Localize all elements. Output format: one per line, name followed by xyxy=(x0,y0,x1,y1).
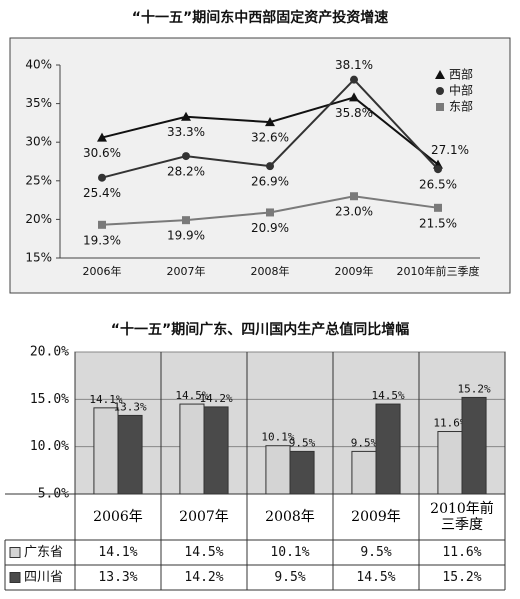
data-label: 26.9% xyxy=(251,175,289,189)
legend-marker xyxy=(435,70,445,79)
x-tick-label: 2006年 xyxy=(93,509,143,525)
data-label: 28.2% xyxy=(167,165,205,179)
point xyxy=(98,220,106,229)
data-label: 11.6% xyxy=(433,417,466,430)
bar xyxy=(265,445,291,495)
x-tick-label: 2009年 xyxy=(335,264,374,278)
table-cell: 14.5% xyxy=(356,570,395,585)
table-cell: 14.2% xyxy=(184,570,223,585)
point xyxy=(182,216,190,225)
table-cell: 9.5% xyxy=(274,570,305,585)
bar xyxy=(93,407,119,495)
x-tick-label: 2008年 xyxy=(265,509,315,525)
bar xyxy=(351,450,377,495)
x-tick-label: 2009年 xyxy=(351,509,401,525)
legend-label: 四川省 xyxy=(24,570,63,585)
data-label: 9.5% xyxy=(289,436,316,449)
legend-label: 中部 xyxy=(449,83,473,98)
bar xyxy=(179,403,205,495)
y-tick-label: 15.0% xyxy=(30,392,69,407)
bar xyxy=(117,414,143,495)
y-tick-label: 15% xyxy=(25,251,52,265)
point xyxy=(182,152,190,161)
x-tick-label: 2010年前三季度 xyxy=(430,501,494,533)
point xyxy=(349,92,359,102)
chart-title: “十一五”期间广东、四川国内生产总值同比增幅 xyxy=(111,321,409,338)
category-cell: 2008年 xyxy=(265,509,315,525)
point xyxy=(181,111,191,121)
legend-marker xyxy=(436,103,444,111)
x-tick-label: 2008年 xyxy=(251,264,290,278)
x-tick-label: 2007年 xyxy=(167,264,206,278)
point xyxy=(350,192,358,201)
table-cell: 9.5% xyxy=(360,545,391,560)
bar xyxy=(289,450,315,495)
data-label: 25.4% xyxy=(83,186,121,200)
data-label: 19.9% xyxy=(167,229,205,243)
data-label: 14.5% xyxy=(175,389,208,402)
x-tick-label: 2007年 xyxy=(179,509,229,525)
data-label: 23.0% xyxy=(335,205,373,219)
data-label: 13.3% xyxy=(113,400,146,413)
table-cell: 15.2% xyxy=(442,570,481,585)
data-label: 19.3% xyxy=(83,233,121,247)
table-cell: 10.1% xyxy=(270,545,309,560)
y-tick-label: 20% xyxy=(25,212,52,226)
bar xyxy=(437,431,463,495)
point xyxy=(350,75,358,84)
table-cell: 14.1% xyxy=(98,545,137,560)
point xyxy=(434,203,442,212)
y-tick-label: 20.0% xyxy=(30,345,69,360)
data-label: 14.1% xyxy=(89,393,122,406)
data-label: 35.8% xyxy=(335,106,373,120)
table-cell: 14.5% xyxy=(184,545,223,560)
data-label: 33.3% xyxy=(167,125,205,139)
bar xyxy=(461,396,487,495)
y-tick-label: 40% xyxy=(25,58,52,72)
data-label: 21.5% xyxy=(419,216,457,230)
bar xyxy=(203,406,229,495)
point xyxy=(97,132,107,142)
category-cell: 2007年 xyxy=(179,509,229,525)
data-label: 14.2% xyxy=(199,392,232,405)
data-label: 9.5% xyxy=(351,436,378,449)
point xyxy=(266,162,274,171)
point xyxy=(98,173,106,182)
chart-title: “十一五”期间东中西部固定资产投资增速 xyxy=(132,9,388,26)
y-tick-label: 10.0% xyxy=(30,439,69,454)
table-cell: 11.6% xyxy=(442,545,481,560)
legend-label: 广东省 xyxy=(24,545,63,560)
data-label: 30.6% xyxy=(83,146,121,160)
data-label: 14.5% xyxy=(371,389,404,402)
point xyxy=(434,165,442,174)
point xyxy=(265,117,275,127)
legend-marker xyxy=(9,572,21,583)
data-label: 32.6% xyxy=(251,131,289,145)
y-tick-label: 35% xyxy=(25,96,52,110)
category-cell: 2006年 xyxy=(93,509,143,525)
category-cell: 2010年前三季度 xyxy=(430,501,494,533)
data-label: 15.2% xyxy=(457,382,490,395)
y-tick-label: 25% xyxy=(25,173,52,187)
data-label: 38.1% xyxy=(335,58,373,72)
x-tick-label: 2010年前三季度 xyxy=(397,264,480,278)
point xyxy=(266,208,274,217)
data-label: 27.1% xyxy=(431,143,469,157)
y-tick-label: 30% xyxy=(25,135,52,149)
data-label: 10.1% xyxy=(261,431,294,444)
category-cell: 2009年 xyxy=(351,509,401,525)
data-label: 20.9% xyxy=(251,221,289,235)
data-label: 26.5% xyxy=(419,178,457,192)
table-cell: 13.3% xyxy=(98,570,137,585)
legend-label: 东部 xyxy=(449,99,473,114)
legend-label: 西部 xyxy=(449,67,473,82)
bar xyxy=(375,403,401,495)
x-tick-label: 2006年 xyxy=(83,264,122,278)
legend-marker xyxy=(9,547,21,558)
legend-marker xyxy=(436,87,444,95)
